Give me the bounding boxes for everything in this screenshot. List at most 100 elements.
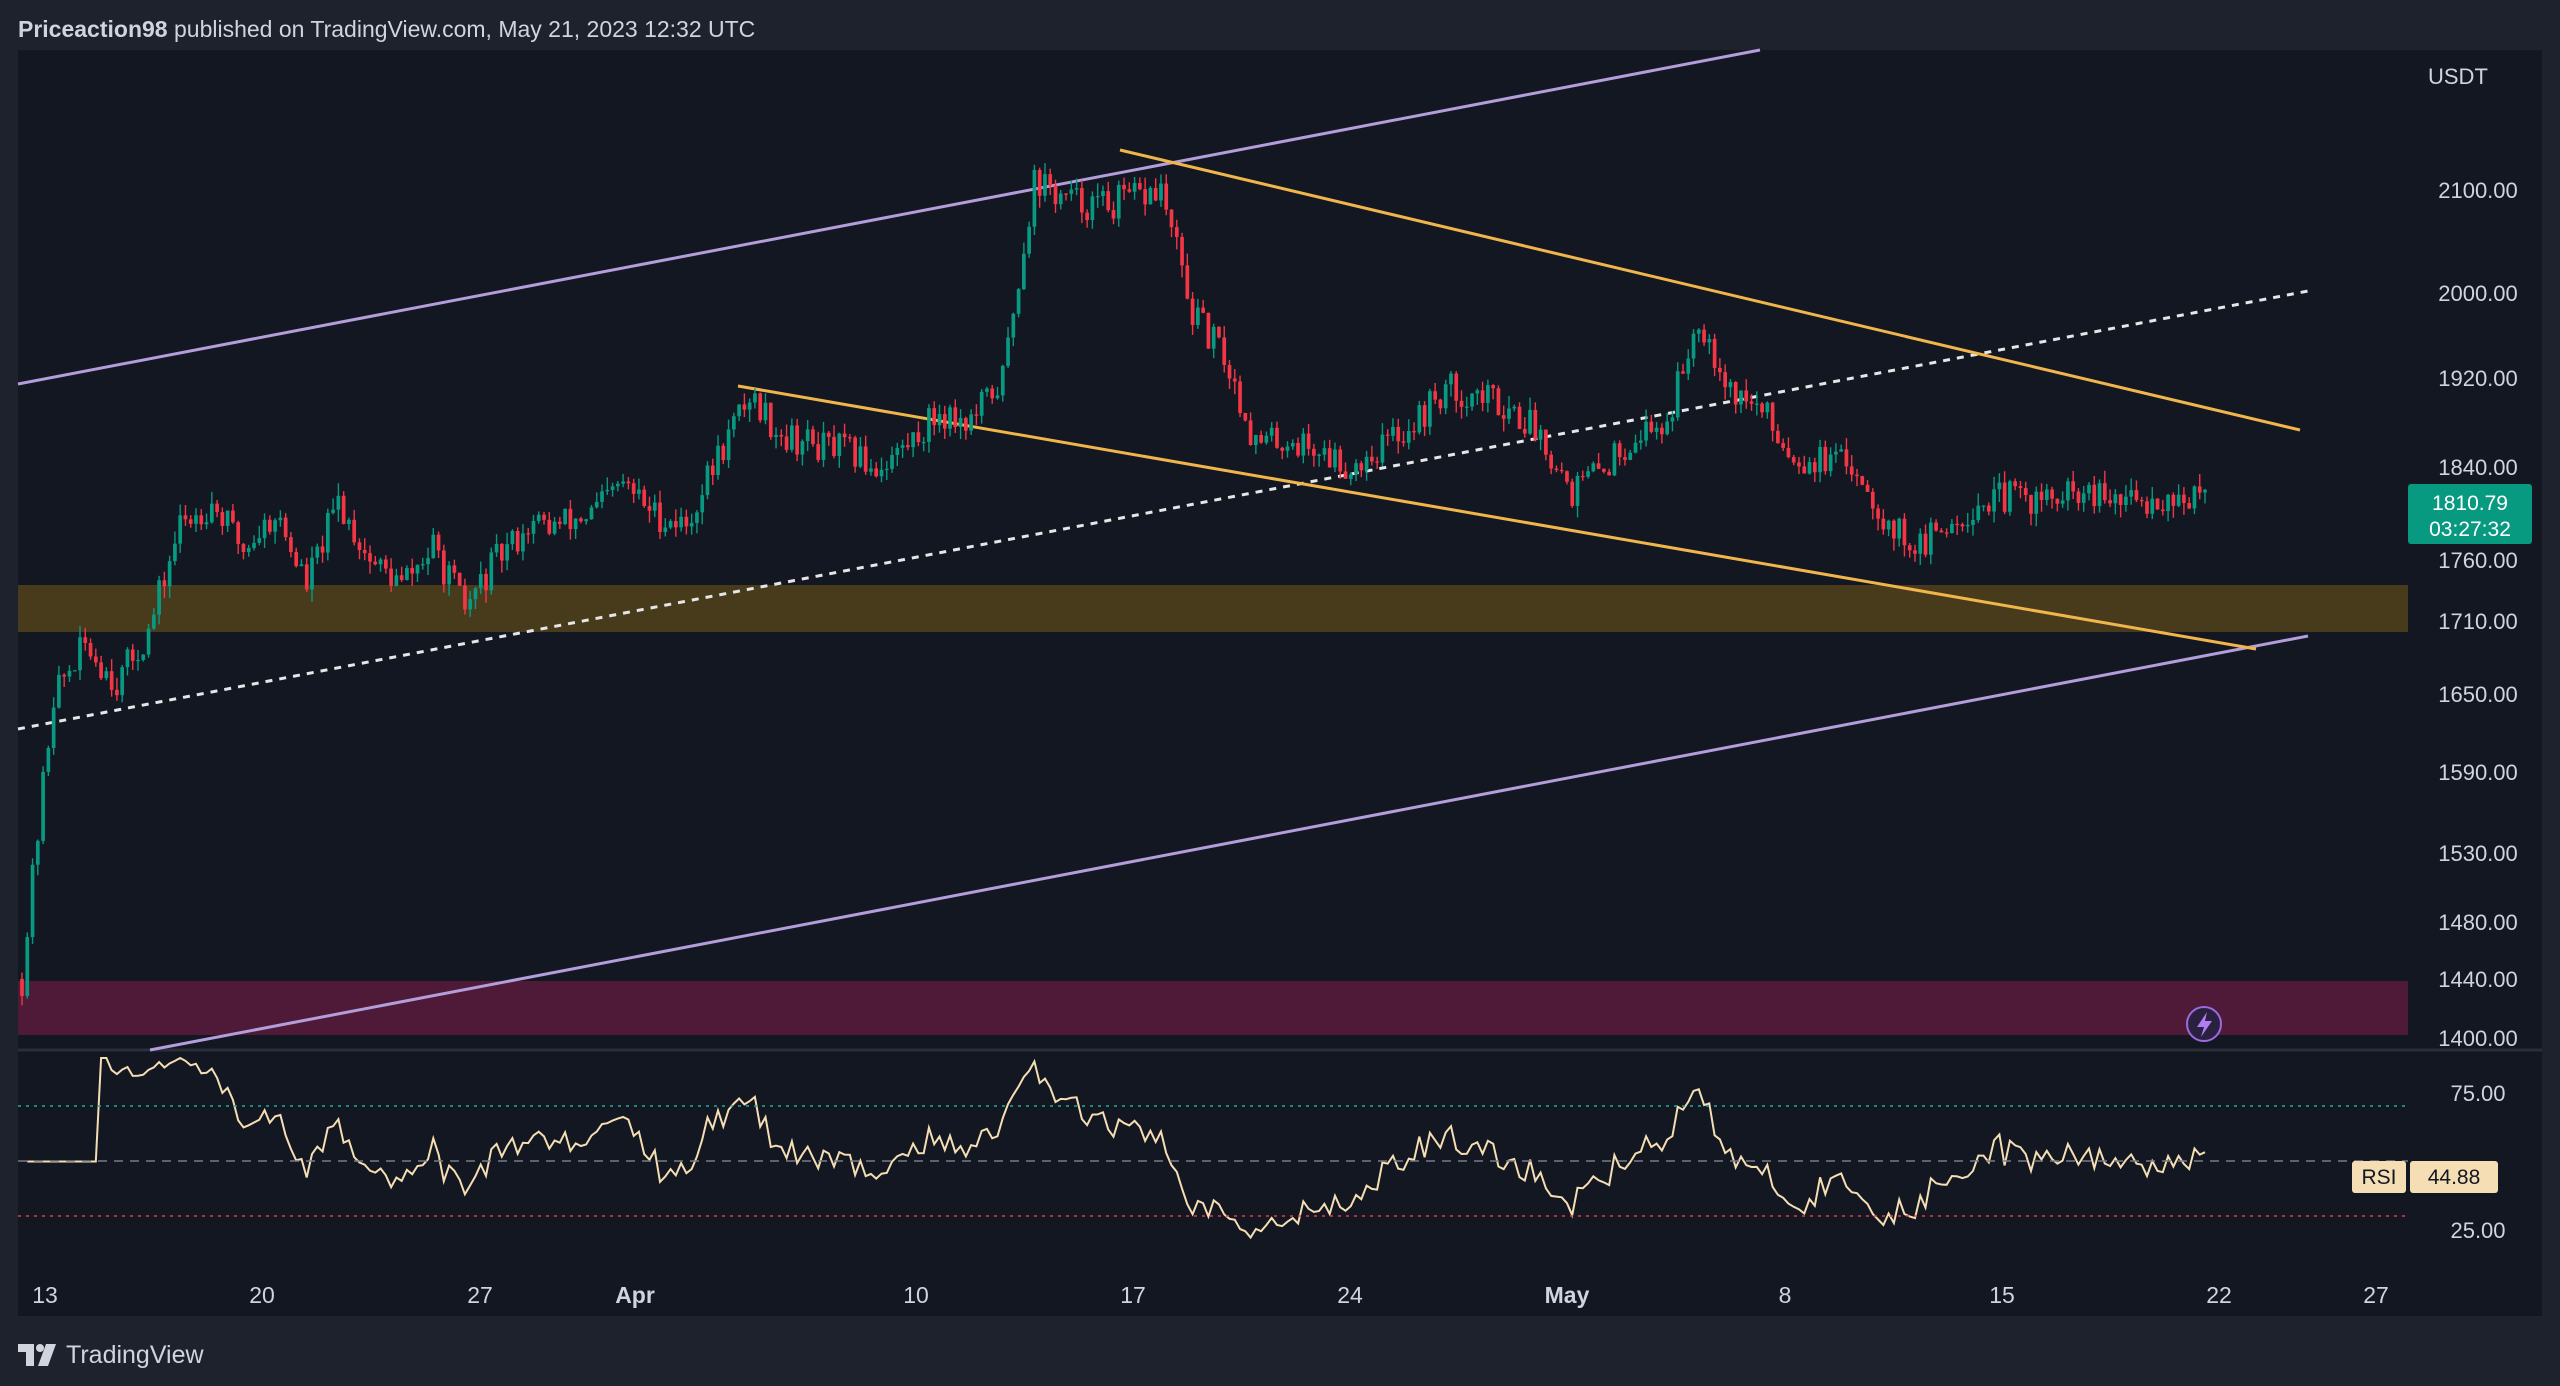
candle-body xyxy=(1338,449,1343,472)
candle-body xyxy=(267,519,272,532)
candle-body xyxy=(1111,210,1116,219)
candle-body xyxy=(510,530,515,545)
candle-body xyxy=(584,519,589,522)
candle-body xyxy=(1354,463,1358,475)
channel-midline[interactable] xyxy=(17,289,2309,731)
candle-body xyxy=(399,575,404,580)
last-price-badge[interactable] xyxy=(2408,484,2532,544)
time-tick-label: 10 xyxy=(903,1282,929,1308)
candle-body xyxy=(1623,457,1627,460)
tradingview-logo[interactable]: TradingView xyxy=(18,1338,204,1372)
candle-body xyxy=(2008,481,2012,512)
candle-body xyxy=(1180,236,1184,266)
candle-body xyxy=(246,547,251,552)
candle-body xyxy=(1443,384,1448,409)
candle-body xyxy=(1660,427,1664,435)
candle-body xyxy=(299,564,304,567)
time-tick-label: 8 xyxy=(1779,1282,1792,1308)
candle-body xyxy=(536,514,541,521)
candle-body xyxy=(579,518,583,522)
candle-body xyxy=(2192,486,2197,509)
candle-body xyxy=(1201,307,1205,313)
candle-body xyxy=(1422,405,1427,427)
candle-body xyxy=(2081,493,2086,503)
candle-body xyxy=(1138,183,1142,190)
candle-body xyxy=(452,565,457,573)
candle-body xyxy=(1217,326,1221,338)
wedge-lower-line[interactable] xyxy=(737,384,2257,651)
rsi-value-badge[interactable] xyxy=(2410,1161,2498,1193)
candle-body xyxy=(484,574,488,591)
candle-body xyxy=(1449,373,1453,385)
candle-body xyxy=(1855,474,1859,477)
candle-body xyxy=(2155,498,2160,510)
time-tick-label: 17 xyxy=(1120,1282,1146,1308)
candle-body xyxy=(1823,446,1828,472)
candle-body xyxy=(1870,491,1875,509)
candle-body xyxy=(1222,337,1227,365)
candle-body xyxy=(784,436,789,450)
candle-body xyxy=(2002,482,2007,512)
candle-body xyxy=(1401,441,1406,443)
candle-body xyxy=(99,662,103,679)
candle-body xyxy=(742,404,747,410)
candle-body xyxy=(758,393,763,421)
candle-body xyxy=(2166,494,2170,512)
candle-body xyxy=(1786,447,1791,458)
candle-body xyxy=(652,502,657,511)
time-tick-label: 27 xyxy=(2363,1282,2389,1308)
candle-body xyxy=(557,521,562,524)
candle-body xyxy=(658,502,662,532)
candle-body xyxy=(1322,448,1327,455)
candle-body xyxy=(1333,449,1337,468)
candle-body xyxy=(863,446,868,472)
candle-body xyxy=(515,530,520,552)
candle-body xyxy=(1459,400,1464,407)
candle-body xyxy=(1992,489,1996,512)
candle-body xyxy=(72,670,77,672)
candle-body xyxy=(394,575,399,586)
candle-body xyxy=(1380,434,1385,463)
candle-body xyxy=(2203,489,2207,493)
candle-body xyxy=(1602,468,1606,472)
candle-body xyxy=(130,649,135,661)
candle-body xyxy=(1770,402,1775,431)
candle-body xyxy=(1143,189,1147,205)
time-tick-label: Apr xyxy=(615,1282,655,1308)
candle-body xyxy=(1433,391,1437,400)
candle-body xyxy=(1696,329,1701,334)
candle-body xyxy=(732,416,736,430)
candle-body xyxy=(1744,390,1749,402)
author-name[interactable]: Priceaction98 xyxy=(18,16,168,42)
candle-body xyxy=(51,707,56,748)
candle-body xyxy=(436,534,441,551)
candle-body xyxy=(1549,454,1554,469)
candle-body xyxy=(1343,471,1348,479)
candle-body xyxy=(869,468,873,472)
candle-body xyxy=(1849,466,1854,475)
price-tick-label: 1920.00 xyxy=(2438,366,2518,391)
candle-body xyxy=(2013,481,2018,487)
price-tick-label: 1590.00 xyxy=(2438,760,2518,785)
candle-body xyxy=(1596,463,1601,469)
candle-body xyxy=(1259,434,1263,443)
countdown-timer: 03:27:32 xyxy=(2429,518,2511,541)
channel-upper-line[interactable] xyxy=(17,48,1761,386)
channel-lower-line[interactable] xyxy=(149,634,2309,1052)
candle-body xyxy=(426,558,430,565)
candle-body xyxy=(610,486,615,490)
candle-body xyxy=(1470,393,1474,407)
candle-body xyxy=(1106,191,1111,211)
rsi-label-badge[interactable] xyxy=(2352,1161,2406,1193)
lightning-icon[interactable] xyxy=(2186,1006,2222,1042)
candle-body xyxy=(911,432,915,448)
candle-body xyxy=(463,585,467,610)
candle-body xyxy=(1923,533,1928,555)
candle-body xyxy=(605,489,610,492)
candle-body xyxy=(1997,482,2002,490)
candle-body xyxy=(2066,481,2070,501)
wedge-upper-line[interactable] xyxy=(1119,148,2301,432)
candle-body xyxy=(642,489,647,507)
candle-body xyxy=(615,483,620,487)
